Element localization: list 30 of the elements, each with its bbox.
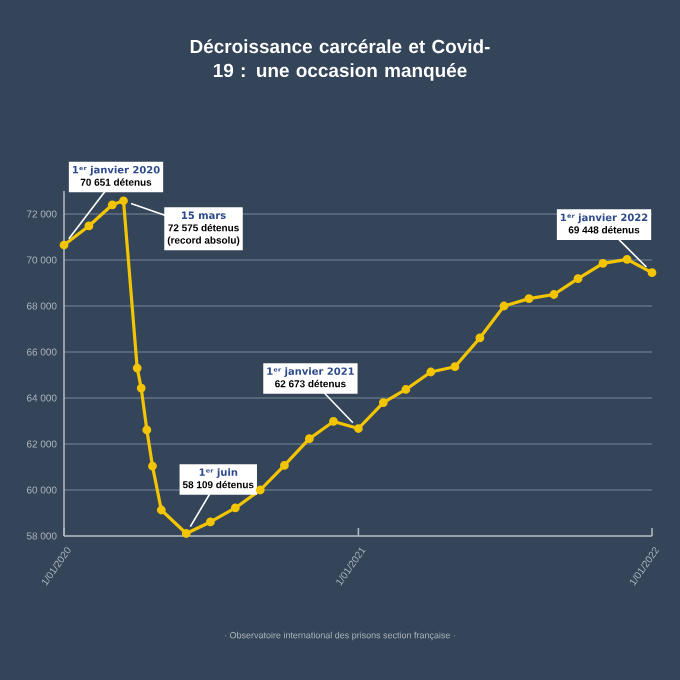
point [142,425,152,435]
point [59,240,69,250]
point [450,362,460,372]
point [354,424,363,433]
point [647,268,657,278]
point [181,529,191,538]
point [280,460,289,470]
point [84,221,94,231]
point [475,333,485,343]
point [119,196,128,206]
point [148,461,157,471]
point [573,274,583,284]
point [304,434,314,444]
point [378,398,388,407]
point [329,417,338,426]
point [401,385,411,394]
point [549,290,559,299]
point [206,517,215,527]
point [255,485,265,495]
point [156,505,166,515]
point [426,367,436,377]
point [622,254,632,264]
point [107,200,117,210]
point [524,294,534,304]
point [132,363,142,373]
point [499,301,509,311]
point [598,259,608,268]
chart-title: Décroissance carcérale et Covid-19 : une occasion manquée [190,39,490,81]
point [136,383,146,393]
point [230,503,240,513]
